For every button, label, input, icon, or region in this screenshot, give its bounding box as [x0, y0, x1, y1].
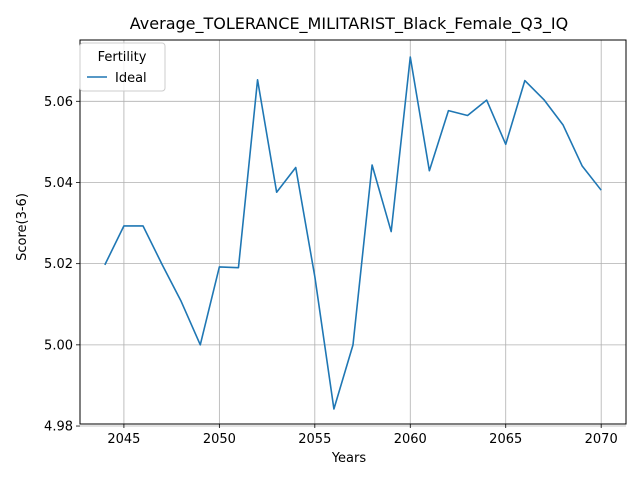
plot-frame — [79, 39, 627, 425]
x-axis-label: Years — [331, 451, 367, 466]
grid — [80, 40, 626, 427]
x-tick-label: 2070 — [585, 432, 618, 447]
x-tick-label: 2060 — [394, 432, 427, 447]
y-tick-label: 4.98 — [44, 420, 73, 435]
x-tick-label: 2050 — [203, 432, 236, 447]
legend: Fertility Ideal — [79, 42, 166, 92]
x-tick-label: 2065 — [489, 432, 522, 447]
y-tick-label: 5.06 — [44, 95, 73, 110]
x-axis: 2045 2050 2055 2060 2065 2070 — [107, 424, 618, 447]
chart-title: Average_TOLERANCE_MILITARIST_Black_Femal… — [130, 14, 568, 34]
series-layer — [104, 56, 602, 410]
y-axis: 4.98 5.00 5.02 5.04 5.06 — [44, 95, 80, 435]
legend-label-ideal: Ideal — [115, 71, 147, 86]
x-tick-label: 2055 — [298, 432, 331, 447]
series-line-ideal — [104, 56, 602, 410]
y-tick-label: 5.04 — [44, 176, 73, 191]
legend-box — [79, 42, 166, 92]
y-tick-label: 5.02 — [44, 257, 73, 272]
y-tick-label: 5.00 — [44, 338, 73, 353]
legend-title: Fertility — [98, 50, 147, 65]
y-axis-label: Score(3-6) — [15, 193, 30, 261]
x-tick-label: 2045 — [107, 432, 140, 447]
